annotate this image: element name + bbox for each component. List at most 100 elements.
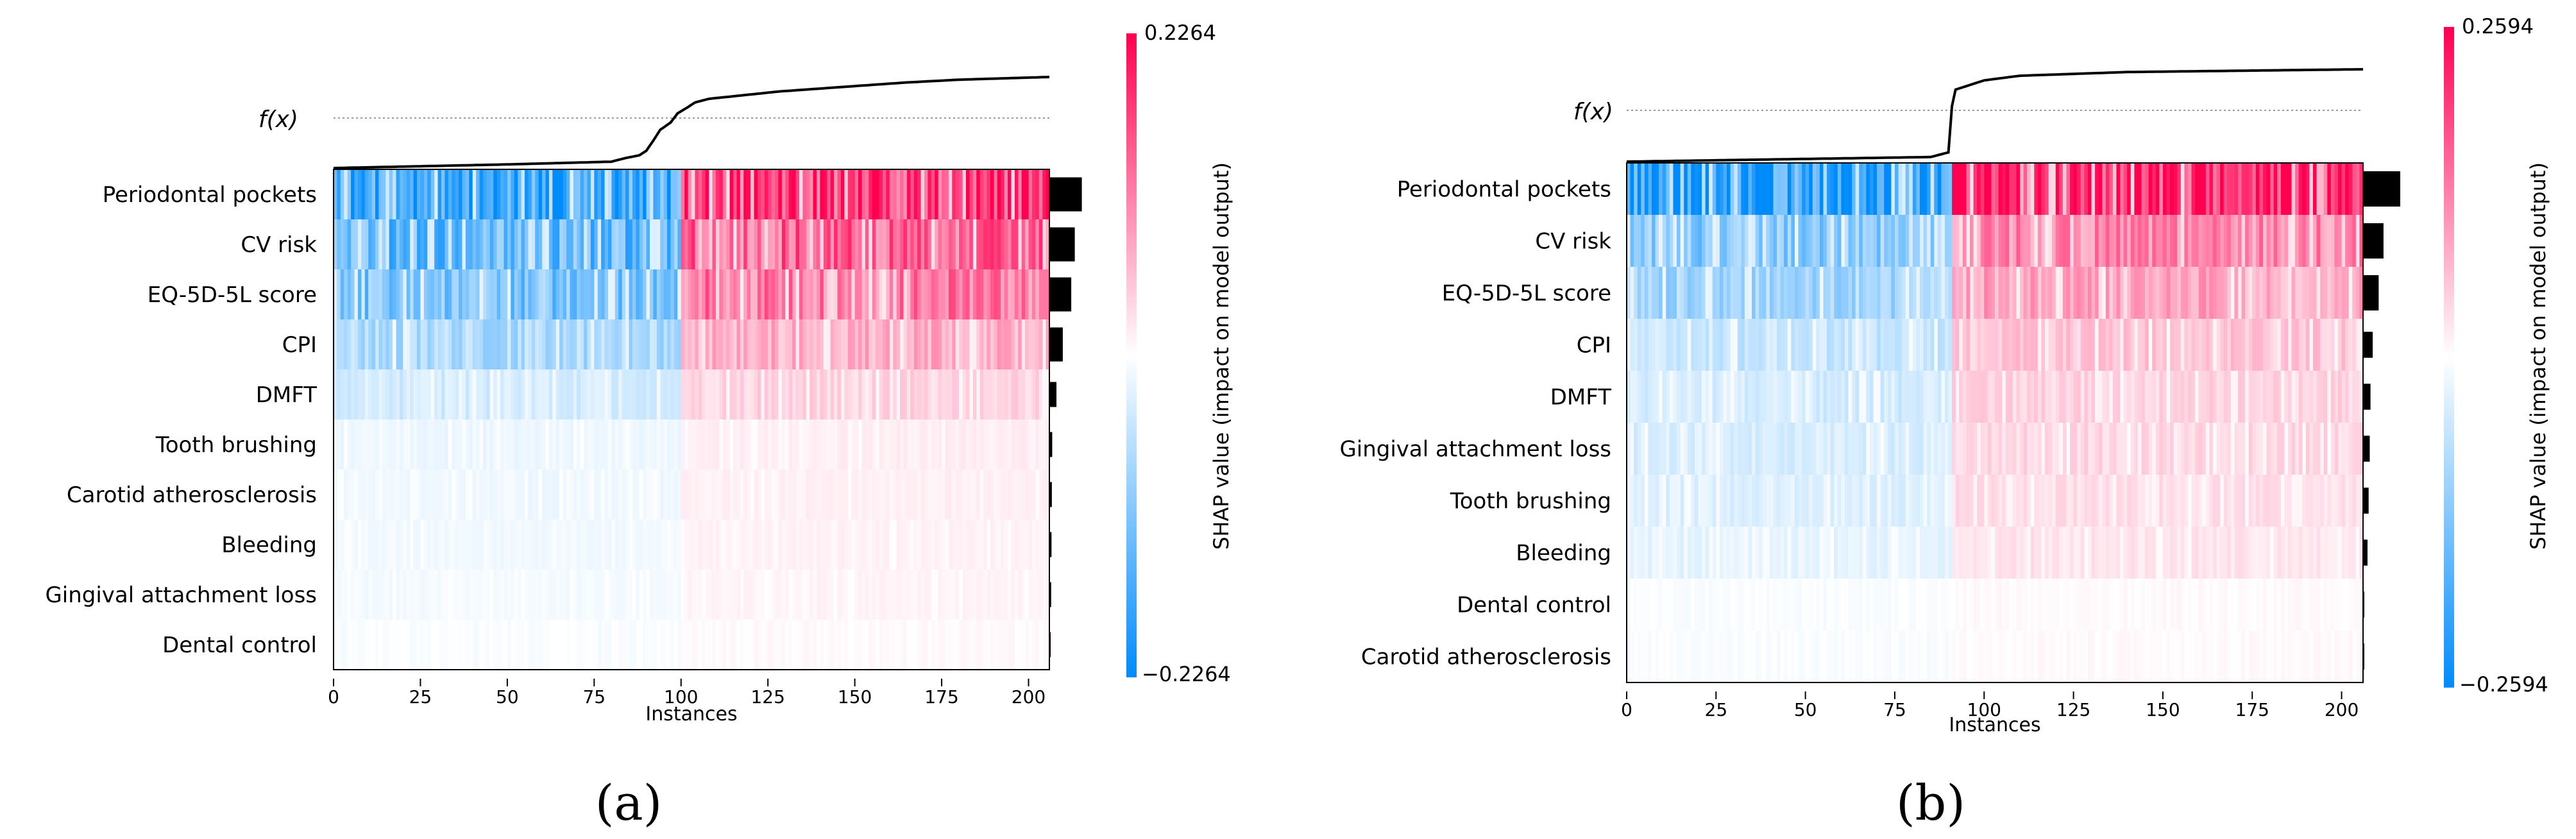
heatmap-cell [538,620,543,670]
heatmap-cell [726,369,731,419]
heatmap-cell [2048,267,2053,319]
heatmap-cell [1684,423,1688,475]
heatmap-cell [1737,579,1741,631]
heatmap-cell [2002,423,2006,475]
heatmap-cell [542,269,547,319]
heatmap-cell [1998,579,2003,631]
heatmap-cell [590,470,595,520]
heatmap-cell [2159,267,2164,319]
heatmap-cell [889,169,894,219]
heatmap-cell [1630,475,1634,527]
heatmap-cell [2005,475,2010,527]
heatmap-cell [2066,423,2071,475]
heatmap-cell [1744,267,1749,319]
heatmap-cell [2237,319,2242,371]
heatmap-cell [1723,215,1727,267]
heatmap-cell [2134,163,2139,215]
heatmap-cell [2080,423,2085,475]
heatmap-cell [2109,631,2114,682]
heatmap-cell [729,570,734,620]
heatmap-cell [743,419,748,470]
heatmap-cell [2202,267,2207,319]
heatmap-cell [625,269,630,319]
heatmap-cell [729,219,734,269]
heatmap-cell [476,269,480,319]
heatmap-cell [1944,215,1949,267]
heatmap-cell [2287,475,2292,527]
heatmap-cell [705,319,709,369]
heatmap-cell [1680,475,1684,527]
heatmap-cell [1042,470,1047,520]
heatmap-cell [2012,267,2017,319]
heatmap-cell [2295,423,2300,475]
heatmap-cell [389,470,393,520]
heatmap-cell [563,620,567,670]
heatmap-cell [1966,423,1970,475]
heatmap-cell [1791,371,1795,423]
heatmap-cell [2002,371,2006,423]
heatmap-cell [1798,475,1802,527]
heatmap-cell [2277,371,2282,423]
heatmap-cell [2045,423,2049,475]
heatmap-cell [1894,319,1899,371]
heatmap-cell [1001,219,1005,269]
heatmap-cell [1648,423,1652,475]
heatmap-cell [1834,319,1838,371]
heatmap-cell [2187,423,2192,475]
heatmap-cell [1762,267,1767,319]
heatmap-cell [736,570,741,620]
heatmap-cell [2077,631,2081,682]
heatmap-cell [903,319,908,369]
heatmap-cell [2159,319,2164,371]
heatmap-cell [2077,475,2081,527]
heatmap-cell [1752,319,1756,371]
heatmap-cell [393,319,397,369]
heatmap-cell [559,419,564,470]
heatmap-cell [719,620,724,670]
heatmap-cell [1980,475,1985,527]
heatmap-cell [1937,579,1942,631]
heatmap-cell [351,520,355,570]
heatmap-cell [393,169,397,219]
heatmap-cell [2052,579,2056,631]
heatmap-cell [2077,579,2081,631]
heatmap-cell [2248,475,2253,527]
heatmap-cell [876,169,880,219]
heatmap-cell [2020,579,2024,631]
heatmap-cell [2105,579,2110,631]
heatmap-cell [1984,319,1988,371]
heatmap-cell [1919,267,1924,319]
heatmap-cell [2337,267,2343,319]
heatmap-cell [882,169,886,219]
heatmap-cell [2184,527,2189,579]
heatmap-cell [2291,423,2296,475]
heatmap-cell [2002,319,2006,371]
heatmap-cell [2202,423,2207,475]
heatmap-cell [1021,269,1026,319]
heatmap-cell [1694,371,1699,423]
heatmap-cell [590,520,595,570]
heatmap-cell [2266,319,2271,371]
heatmap-cell [931,520,935,570]
heatmap-cell [486,419,491,470]
heatmap-cell [2091,527,2096,579]
heatmap-cell [1898,423,1902,475]
heatmap-cell [1007,269,1012,319]
heatmap-cell [743,520,748,570]
heatmap-cell [2102,527,2106,579]
heatmap-cell [2259,319,2264,371]
heatmap-cell [455,520,459,570]
heatmap-cell [452,570,456,620]
heatmap-cell [1859,579,1863,631]
heatmap-cell [2195,631,2199,682]
heatmap-cell [2055,527,2060,579]
heatmap-cell [702,419,706,470]
heatmap-cell [590,269,595,319]
heatmap-cell [1948,371,1953,423]
heatmap-cell [587,169,591,219]
heatmap-cell [1684,579,1688,631]
heatmap-cell [1042,169,1047,219]
heatmap-cell [2280,579,2285,631]
heatmap-cell [2034,163,2038,215]
heatmap-cell [1837,475,1842,527]
